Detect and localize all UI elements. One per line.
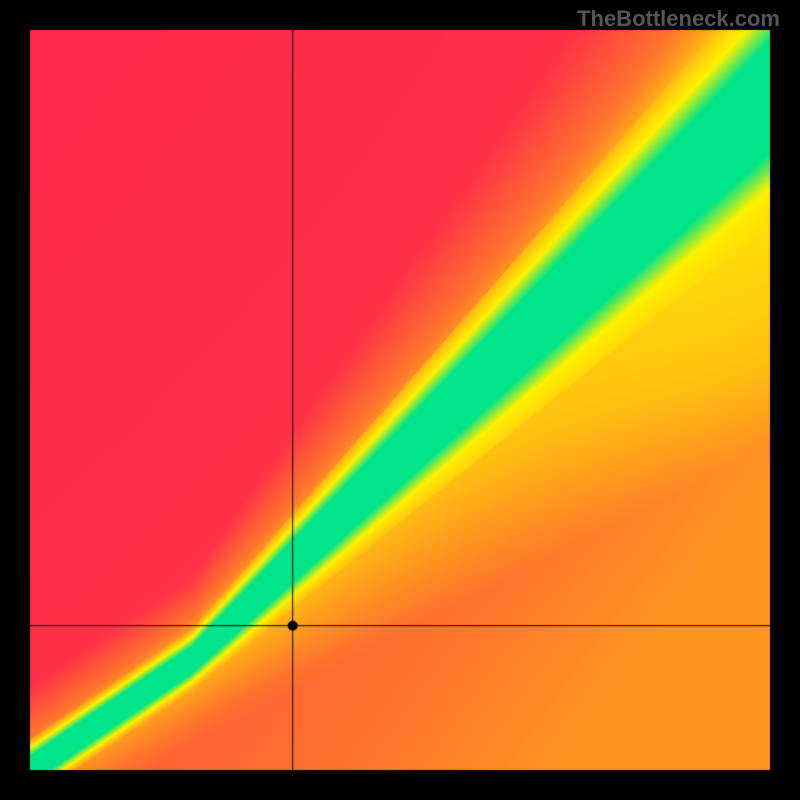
bottleneck-heatmap xyxy=(0,0,800,800)
watermark-text: TheBottleneck.com xyxy=(577,6,780,32)
